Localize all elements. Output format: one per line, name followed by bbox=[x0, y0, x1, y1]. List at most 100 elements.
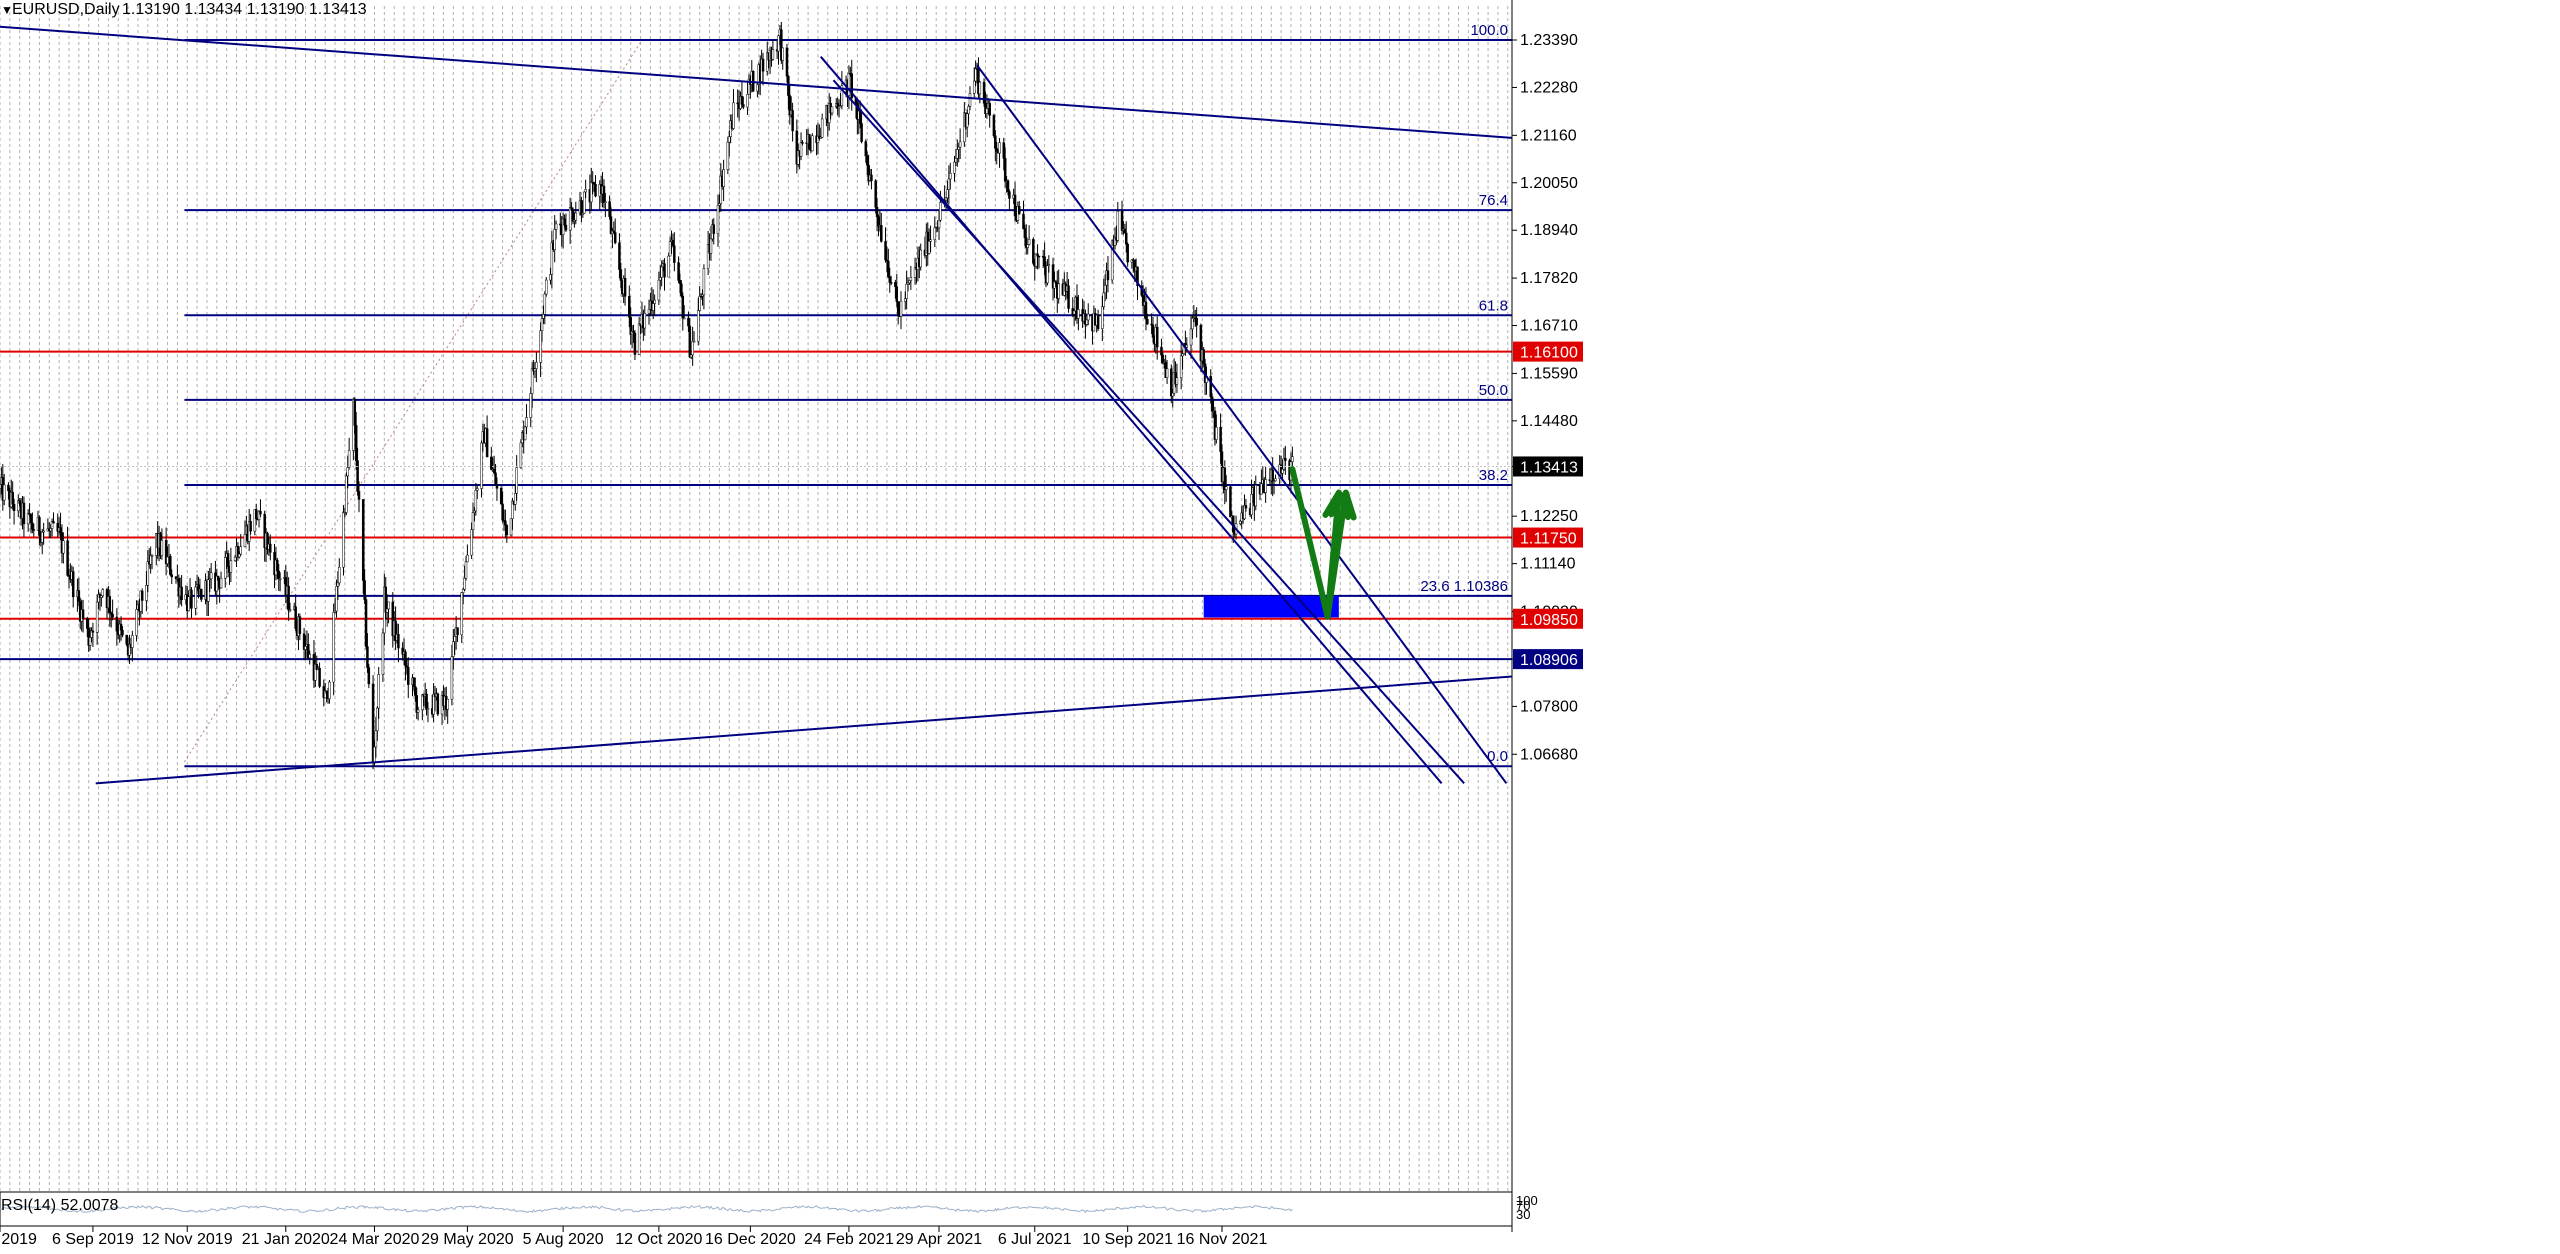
price-badge bbox=[1513, 341, 1583, 362]
candle-body bbox=[718, 203, 721, 206]
candle-body bbox=[929, 239, 932, 242]
candle-body bbox=[592, 182, 596, 185]
candle-body bbox=[909, 277, 913, 281]
candle-body bbox=[949, 173, 952, 180]
candle-body bbox=[870, 174, 873, 181]
candle-body bbox=[12, 503, 16, 512]
candle-body bbox=[95, 601, 99, 633]
candle-body bbox=[637, 323, 641, 355]
candle-body bbox=[364, 599, 368, 647]
candle-body bbox=[953, 161, 956, 174]
candle-body bbox=[564, 224, 568, 231]
candle-body bbox=[1202, 349, 1205, 365]
candle-body bbox=[1106, 270, 1110, 281]
candle-body bbox=[1072, 310, 1076, 315]
candle-body bbox=[450, 656, 454, 700]
y-tick-label: 1.17820 bbox=[1520, 270, 1578, 287]
candle-body bbox=[761, 58, 765, 72]
candle-body bbox=[1067, 285, 1070, 309]
candle-body bbox=[40, 531, 44, 543]
demand-zone-layer bbox=[1203, 596, 1339, 618]
candle-body bbox=[1209, 375, 1212, 398]
candle-body bbox=[1101, 306, 1104, 329]
candle-body bbox=[276, 559, 279, 572]
candle-body bbox=[1260, 483, 1263, 495]
candle-body bbox=[746, 93, 749, 108]
x-tick-label: 10 Sep 2021 bbox=[1082, 1231, 1173, 1248]
candle-body bbox=[543, 293, 547, 315]
fib-level-label: 38.2 bbox=[1479, 467, 1508, 484]
candle-body bbox=[643, 313, 647, 329]
candle-body bbox=[111, 614, 114, 618]
candle-body bbox=[485, 428, 489, 458]
candle-body bbox=[169, 556, 172, 575]
candle-body bbox=[376, 707, 379, 732]
candle-body bbox=[777, 35, 780, 52]
candle-body bbox=[416, 709, 420, 713]
candle-body bbox=[1027, 239, 1031, 245]
candle-body bbox=[470, 529, 473, 556]
x-tick-label: 29 May 2020 bbox=[421, 1231, 514, 1248]
candle-body bbox=[66, 540, 69, 576]
candle-body bbox=[471, 512, 475, 530]
candle-body bbox=[81, 609, 85, 620]
candle-body bbox=[632, 331, 635, 334]
candle-body bbox=[304, 646, 307, 650]
candle-body bbox=[1046, 265, 1049, 284]
candle-body bbox=[243, 533, 247, 547]
candle-body bbox=[954, 158, 958, 163]
candle-body bbox=[1085, 319, 1089, 325]
candle-body bbox=[1189, 328, 1193, 346]
candle-body bbox=[801, 142, 804, 144]
candle-body bbox=[108, 596, 112, 614]
price-badge-label: 1.09850 bbox=[1520, 612, 1578, 629]
candle-body bbox=[732, 102, 735, 129]
x-tick-label: 24 Mar 2020 bbox=[330, 1231, 420, 1248]
candle-body bbox=[366, 646, 369, 668]
candle-body bbox=[968, 93, 972, 107]
candle-body bbox=[463, 577, 466, 590]
candle-body bbox=[1103, 284, 1107, 294]
candle-body bbox=[436, 693, 440, 715]
candle-body bbox=[22, 502, 26, 525]
price-badge bbox=[1513, 608, 1583, 629]
candle-body bbox=[170, 574, 174, 578]
candle-body bbox=[149, 555, 152, 565]
candle-body bbox=[574, 212, 578, 221]
candle-body bbox=[446, 698, 449, 710]
ohlc-readout: 1.13190 1.13434 1.13190 1.13413 bbox=[122, 1, 367, 18]
menu-arrow-icon[interactable]: ▼ bbox=[1, 3, 13, 17]
price-badge-label: 1.08906 bbox=[1520, 652, 1578, 669]
candle-body bbox=[927, 241, 931, 254]
candle-body bbox=[808, 134, 811, 150]
candle-body bbox=[335, 586, 338, 612]
candle-body bbox=[146, 561, 150, 586]
candle-body bbox=[590, 181, 593, 203]
candle-body bbox=[1013, 194, 1017, 217]
candle-body bbox=[1160, 346, 1163, 356]
candle-body bbox=[414, 686, 417, 696]
candle-body bbox=[1116, 211, 1120, 241]
projection-arrow-shaft bbox=[1324, 489, 1349, 620]
fib-level-label: 0.0 bbox=[1487, 748, 1508, 765]
rsi-panel-frame bbox=[0, 1191, 1513, 1227]
candle-body bbox=[618, 242, 621, 270]
candle-body bbox=[166, 556, 169, 564]
candle-body bbox=[653, 299, 656, 304]
fib-level-label: 50.0 bbox=[1479, 382, 1508, 399]
candle-body bbox=[542, 314, 545, 319]
price-badge-label: 1.16100 bbox=[1520, 345, 1578, 362]
candle-body bbox=[1264, 479, 1267, 493]
candle-body bbox=[550, 242, 554, 275]
candle-body bbox=[1223, 467, 1227, 490]
candle-body bbox=[1191, 317, 1194, 330]
candle-body bbox=[464, 561, 468, 579]
trendline bbox=[0, 25, 1513, 139]
candle-body bbox=[229, 560, 233, 573]
candle-body bbox=[1136, 266, 1139, 287]
candle-body bbox=[249, 521, 252, 532]
candle-body bbox=[1096, 314, 1100, 329]
candle-body bbox=[691, 341, 694, 356]
candle-body bbox=[850, 73, 853, 99]
